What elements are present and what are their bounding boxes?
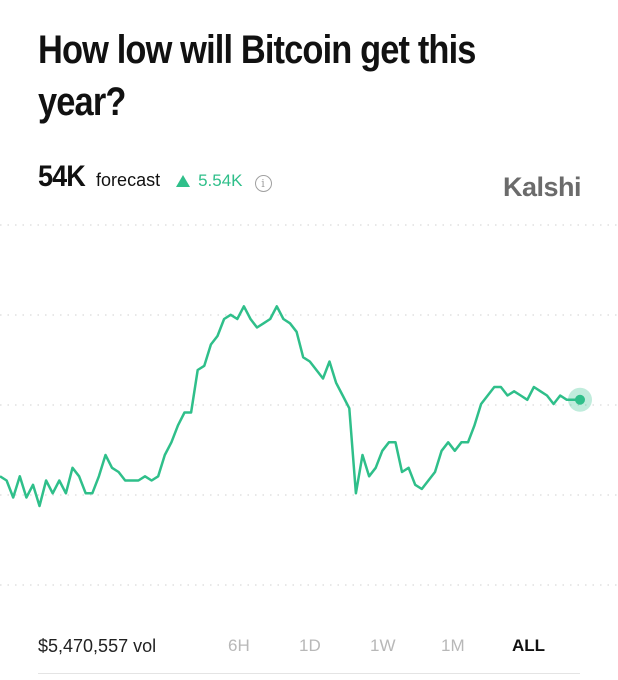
forecast-change: 5.54K [176,171,243,191]
forecast-value: 54K [38,160,86,193]
series-line [0,305,580,508]
volume-text: $5,470,557 vol [38,636,157,656]
brand-logo: Kalshi [502,172,582,202]
range-all[interactable]: ALL [512,636,546,655]
range-1d[interactable]: 1D [299,636,321,655]
time-range-selector: 6H 1D 1W 1M ALL [228,636,583,656]
page-title: How low will Bitcoin get this year? [38,28,476,124]
divider [38,673,580,674]
range-1m[interactable]: 1M [441,636,465,655]
info-icon[interactable]: i [254,175,272,192]
chart-footer: $5,470,557 vol 6H 1D 1W 1M ALL [0,630,618,664]
triangle-up-icon [176,175,191,187]
forecast-label: forecast [96,170,161,190]
forecast-summary: 54K forecast 5.54K i [38,160,272,200]
forecast-change-value: 5.54K [198,171,243,190]
range-1w[interactable]: 1W [370,636,396,655]
range-6h[interactable]: 6H [228,636,250,655]
last-point-dot [575,394,585,405]
price-chart [0,224,618,586]
